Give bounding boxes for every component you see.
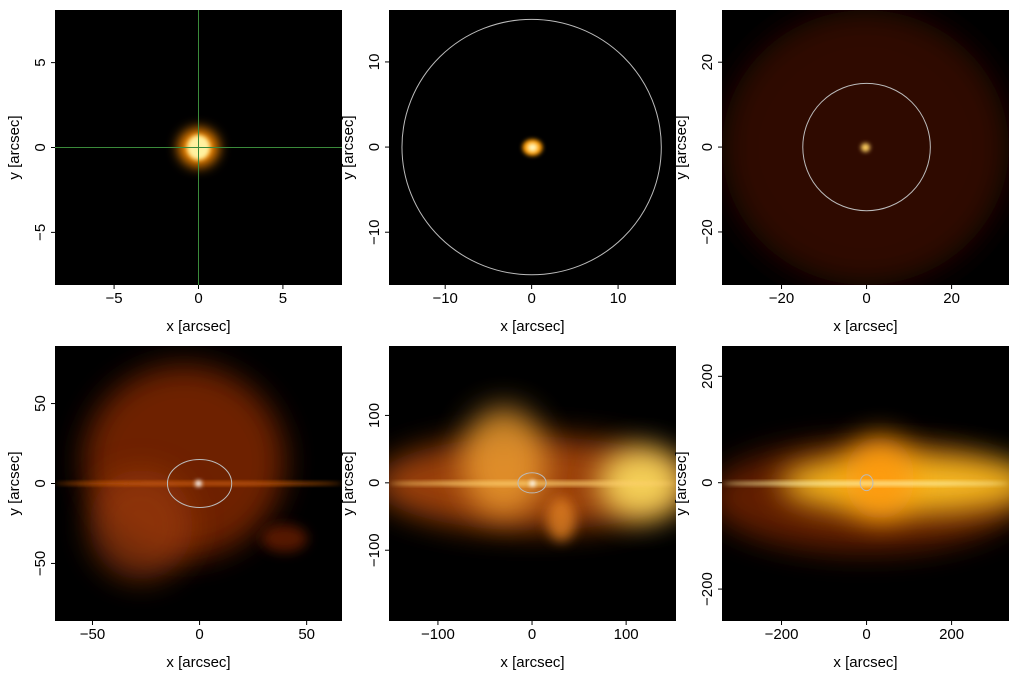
y-tick-label: 20 [699, 54, 716, 71]
x-axis-label: x [arcsec] [166, 318, 230, 335]
x-tick-label: 0 [527, 290, 535, 307]
y-tick-label: −100 [366, 533, 383, 567]
y-tick-label: −10 [366, 219, 383, 244]
x-tick-label: −5 [106, 290, 123, 307]
image-glow [722, 481, 1009, 486]
y-tick-label: 0 [32, 143, 49, 151]
y-tick-label: 0 [699, 479, 716, 487]
image-glow [195, 480, 202, 487]
x-tick-label: 0 [862, 290, 870, 307]
image [389, 346, 676, 621]
x-tick-label: 50 [298, 626, 315, 643]
image [722, 10, 1009, 285]
x-axis-label: x [arcsec] [166, 654, 230, 671]
x-axis-label: x [arcsec] [500, 318, 564, 335]
aperture-circle [166, 459, 233, 508]
x-tick-label: 10 [610, 290, 627, 307]
y-tick-label: 0 [366, 143, 383, 151]
y-axis-label: y [arcsec] [340, 451, 357, 515]
image-glow [261, 524, 308, 553]
image-glow [460, 406, 547, 517]
x-tick-label: 0 [195, 626, 203, 643]
y-tick-label: −20 [699, 219, 716, 244]
y-tick-label: 100 [366, 403, 383, 428]
x-tick-label: 0 [862, 626, 870, 643]
x-tick-label: 0 [194, 290, 202, 307]
x-tick-label: 20 [943, 290, 960, 307]
y-tick-label: 10 [366, 54, 383, 71]
y-tick-label: 50 [32, 395, 49, 412]
image [722, 346, 1009, 621]
image-glow [845, 436, 915, 520]
aperture-circle [802, 82, 931, 212]
x-tick-label: −50 [80, 626, 105, 643]
image-glow [89, 469, 193, 580]
y-tick-label: −5 [32, 224, 49, 241]
y-axis-label: y [arcsec] [673, 115, 690, 179]
x-tick-label: 0 [528, 626, 536, 643]
image [55, 346, 342, 621]
y-axis-label: y [arcsec] [340, 115, 357, 179]
image-glow [527, 143, 538, 152]
y-tick-label: 0 [366, 479, 383, 487]
x-tick-label: −20 [769, 290, 794, 307]
x-axis-label: x [arcsec] [500, 654, 564, 671]
x-tick-label: −200 [765, 626, 799, 643]
x-tick-label: −100 [421, 626, 455, 643]
y-tick-label: 200 [699, 364, 716, 389]
y-tick-label: −200 [699, 572, 716, 606]
image-glow [529, 480, 536, 487]
image [389, 10, 676, 285]
x-tick-label: −10 [432, 290, 457, 307]
aperture-circle [859, 474, 874, 492]
y-axis-label: y [arcsec] [6, 451, 23, 515]
x-axis-label: x [arcsec] [833, 318, 897, 335]
aperture-circle [401, 18, 662, 276]
x-tick-label: 100 [614, 626, 639, 643]
image-glow [860, 143, 871, 152]
x-tick-label: 5 [279, 290, 287, 307]
x-tick-label: 200 [939, 626, 964, 643]
image-glow [546, 497, 576, 542]
x-axis-label: x [arcsec] [833, 654, 897, 671]
y-axis-label: y [arcsec] [673, 451, 690, 515]
y-axis-label: y [arcsec] [6, 115, 23, 179]
image [55, 10, 342, 285]
y-tick-label: 0 [32, 479, 49, 487]
y-tick-label: −50 [32, 551, 49, 576]
y-tick-label: 0 [699, 143, 716, 151]
aperture-circle [517, 472, 547, 494]
y-tick-label: 5 [32, 58, 49, 66]
